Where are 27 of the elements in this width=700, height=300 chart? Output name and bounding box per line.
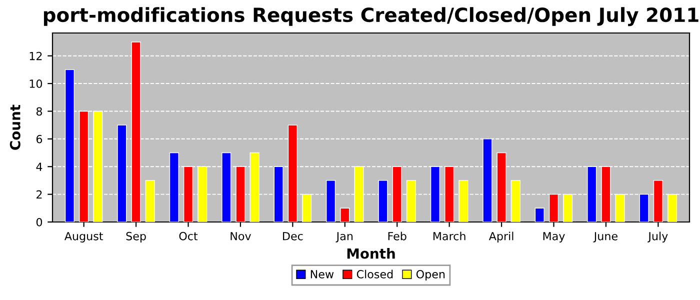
x-tick-label: April (488, 232, 514, 242)
y-tick-label: 10 (30, 80, 42, 88)
x-tick-label: Nov (230, 232, 251, 240)
x-tick-label: Oct (179, 232, 198, 240)
legend-label: Open (416, 270, 445, 281)
y-tick-label: 2 (36, 190, 42, 199)
y-tick-label: 8 (36, 107, 42, 116)
y-tick-label: 12 (30, 52, 42, 60)
x-axis-title: Month (347, 248, 395, 259)
y-axis-title: Count (10, 104, 20, 150)
x-tick-label: Sep (126, 232, 146, 242)
y-tick-label: 0 (36, 218, 42, 226)
x-tick-label: June (593, 232, 618, 242)
y-tick-label: 4 (36, 162, 42, 171)
x-tick-label: Dec (283, 232, 303, 240)
x-tick-label: July (648, 232, 668, 242)
bar (534, 208, 544, 222)
x-tick-label: Feb (388, 232, 406, 240)
x-tick-label: August (64, 232, 104, 242)
chart-title: port-modifications Requests Created/Closed/Open July 2011 (44, 7, 698, 26)
bar (340, 208, 350, 222)
x-tick-label: Jan (336, 232, 353, 242)
x-tick-label: March (433, 232, 466, 240)
legend-label: New (310, 270, 334, 278)
y-tick-label: 6 (36, 134, 42, 144)
x-tick-label: May (543, 232, 565, 242)
legend-label: Closed (356, 270, 393, 278)
